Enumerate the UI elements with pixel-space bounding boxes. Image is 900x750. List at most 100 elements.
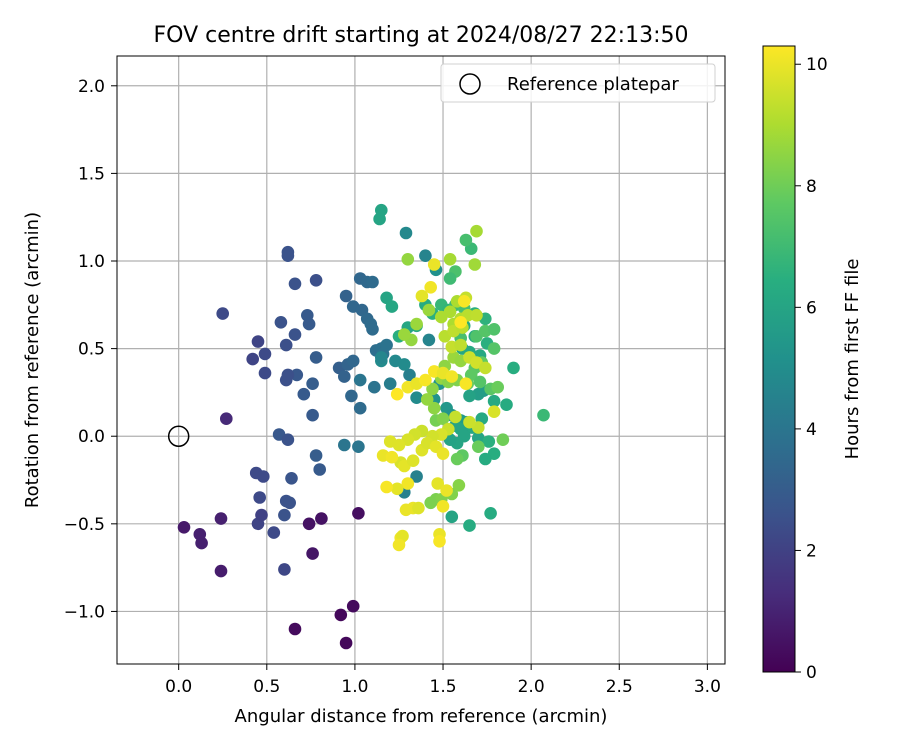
data-point — [390, 482, 404, 496]
data-point — [346, 599, 360, 613]
data-point — [302, 517, 316, 531]
data-point — [288, 622, 302, 636]
data-point — [383, 435, 397, 448]
data-point — [463, 415, 476, 429]
data-point — [487, 342, 501, 355]
data-point — [306, 547, 319, 560]
colorbar-tick-label: 10 — [806, 55, 828, 75]
data-point — [470, 224, 483, 238]
data-point — [463, 389, 476, 403]
data-point — [390, 387, 404, 401]
data-point — [285, 472, 298, 485]
legend: Reference platepar — [440, 63, 716, 103]
x-tick-label: 0.0 — [165, 677, 192, 697]
data-point — [440, 484, 453, 497]
data-point — [398, 328, 411, 341]
data-point — [443, 272, 457, 285]
y-tick-label: 2.0 — [78, 77, 105, 97]
data-point — [366, 323, 379, 336]
data-point — [255, 508, 268, 522]
y-tick-label: −1.0 — [64, 602, 105, 622]
data-point — [306, 408, 319, 422]
colorbar-label: Hours from first FF file — [842, 259, 863, 460]
data-point — [450, 452, 464, 466]
data-point — [484, 507, 497, 520]
data-point — [258, 366, 272, 380]
plot-frame — [116, 55, 726, 665]
data-point — [500, 398, 513, 412]
data-point — [392, 538, 406, 552]
colorbar-ticks: 0 2 4 6 8 10 — [795, 55, 828, 683]
chart-title: FOV centre drift starting at 2024/08/27 … — [154, 23, 689, 48]
data-point — [338, 370, 351, 383]
data-point — [422, 333, 436, 347]
data-point — [401, 477, 415, 490]
y-axis-label: Rotation from reference (arcmin) — [22, 212, 43, 508]
data-point — [410, 391, 423, 405]
data-point — [473, 375, 487, 389]
data-point — [258, 347, 272, 361]
data-point — [482, 435, 496, 448]
data-point — [457, 295, 471, 308]
data-point — [281, 368, 295, 382]
data-point — [334, 608, 348, 622]
data-point — [487, 323, 501, 336]
x-tick-label: 3.0 — [694, 677, 721, 697]
data-point — [410, 317, 423, 331]
data-point — [297, 387, 311, 401]
data-point — [375, 203, 388, 217]
x-tick-label: 1.0 — [341, 677, 368, 697]
data-point — [410, 470, 423, 483]
data-point — [427, 258, 441, 271]
data-point — [507, 361, 520, 375]
data-point — [443, 305, 457, 319]
data-point — [193, 528, 207, 541]
data-point — [424, 281, 438, 294]
data-point — [436, 500, 450, 513]
x-tick-label: 0.5 — [253, 677, 280, 697]
data-point — [406, 454, 420, 468]
y-axis-ticks: −1.0 −0.5 0.0 0.5 1.0 1.5 2.0 — [64, 77, 117, 622]
data-point — [177, 521, 191, 534]
data-point — [315, 512, 328, 525]
data-point — [302, 317, 316, 331]
data-point — [399, 226, 413, 240]
data-point — [288, 328, 302, 341]
data-point — [352, 507, 365, 520]
data-point — [366, 275, 379, 289]
data-point — [385, 450, 399, 464]
data-point — [445, 510, 459, 524]
data-point — [214, 564, 228, 578]
data-point — [419, 249, 432, 262]
colorbar-tick-label: 0 — [806, 663, 817, 683]
data-point — [383, 377, 397, 391]
y-tick-label: −0.5 — [64, 515, 105, 535]
data-point — [443, 252, 457, 266]
data-point — [424, 496, 438, 510]
y-tick-label: 1.0 — [78, 252, 105, 272]
data-point — [487, 394, 501, 408]
data-point — [353, 401, 367, 415]
x-axis-label: Angular distance from reference (arcmin) — [235, 706, 608, 727]
data-point — [385, 300, 399, 313]
data-point — [313, 463, 327, 476]
data-point — [454, 338, 468, 352]
data-point — [427, 401, 441, 415]
data-point — [415, 289, 429, 303]
colorbar-tick-label: 2 — [806, 541, 817, 561]
data-point — [380, 480, 393, 494]
data-point — [216, 307, 229, 320]
y-tick-label: 0.5 — [78, 340, 105, 360]
data-point — [463, 519, 476, 532]
data-point — [445, 370, 459, 383]
x-axis-ticks: 0.0 0.5 1.0 1.5 2.0 2.5 3.0 — [165, 664, 721, 697]
data-point — [346, 354, 360, 368]
data-points — [177, 203, 550, 650]
data-point — [345, 389, 358, 403]
data-point — [338, 438, 351, 452]
data-point — [398, 358, 411, 371]
reference-platepar-marker — [167, 425, 190, 447]
data-point — [352, 440, 365, 454]
data-point — [399, 503, 413, 517]
